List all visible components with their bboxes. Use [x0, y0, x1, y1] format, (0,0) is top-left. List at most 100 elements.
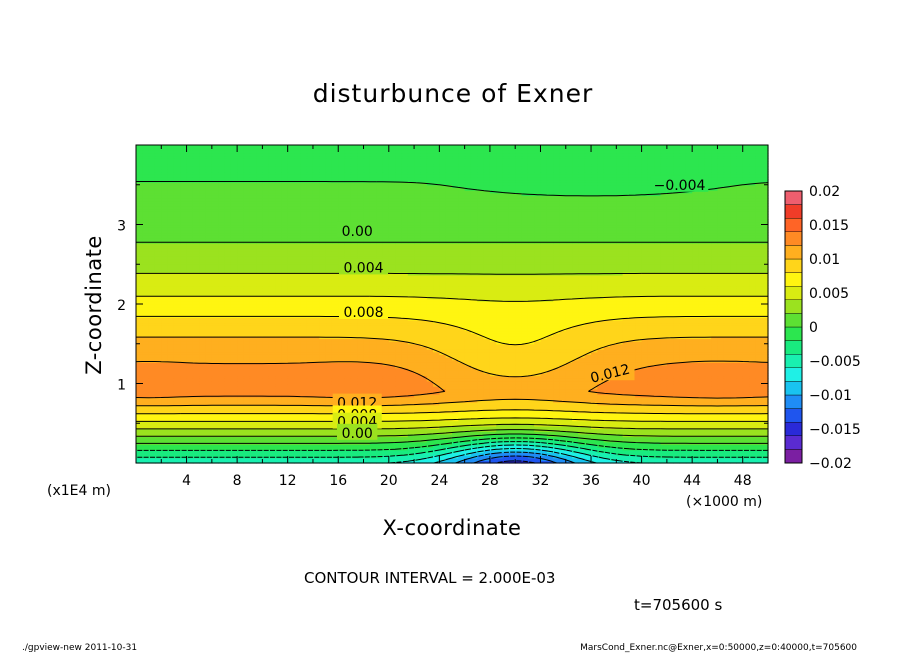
- field-cell: [641, 404, 649, 408]
- field-cell: [723, 338, 731, 342]
- field-cell: [433, 439, 440, 443]
- field-cell: [363, 330, 371, 334]
- field-cell: [736, 343, 744, 347]
- field-cell: [515, 362, 523, 366]
- field-cell: [180, 372, 188, 377]
- field-cell: [559, 362, 567, 366]
- field-cell: [673, 415, 681, 419]
- field-cell: [142, 460, 150, 464]
- field-cell: [237, 420, 245, 424]
- field-cell: [685, 338, 693, 342]
- field-cell: [730, 351, 737, 355]
- field-cell: [395, 439, 403, 443]
- field-cell: [679, 436, 687, 440]
- field-cell: [464, 415, 472, 419]
- field-cell: [521, 457, 529, 461]
- field-cell: [622, 439, 630, 443]
- field-cell: [312, 338, 320, 342]
- field-cell: [483, 415, 491, 419]
- field-cell: [312, 388, 320, 393]
- field-cell: [401, 417, 409, 422]
- field-cell: [224, 338, 232, 342]
- field-cell: [167, 375, 175, 379]
- field-cell: [553, 346, 561, 350]
- field-cell: [211, 439, 219, 443]
- field-cell: [692, 386, 700, 390]
- field-cell: [559, 341, 567, 345]
- field-cell: [382, 447, 390, 451]
- field-cell: [660, 378, 668, 382]
- field-cell: [268, 460, 276, 464]
- field-cell: [350, 380, 358, 385]
- field-cell: [173, 399, 181, 403]
- field-cell: [641, 425, 649, 430]
- field-cell: [610, 402, 617, 406]
- field-cell: [306, 333, 314, 337]
- field-cell: [211, 364, 219, 369]
- field-cell: [502, 372, 510, 377]
- field-cell: [325, 330, 333, 334]
- field-cell: [167, 452, 175, 456]
- field-cell: [597, 330, 605, 334]
- field-cell: [275, 417, 282, 422]
- field-cell: [521, 349, 529, 353]
- field-cell: [736, 388, 744, 393]
- field-cell: [698, 380, 706, 385]
- field-cell: [603, 394, 611, 398]
- field-cell: [275, 349, 282, 353]
- field-cell: [578, 449, 586, 453]
- field-cell: [401, 330, 409, 334]
- field-cell: [628, 346, 636, 350]
- field-cell: [319, 346, 327, 350]
- field-cell: [300, 341, 308, 345]
- field-cell: [489, 330, 497, 334]
- field-cell: [256, 433, 263, 438]
- field-cell: [224, 433, 232, 438]
- field-cell: [717, 388, 725, 393]
- field-cell: [483, 330, 491, 334]
- field-cell: [344, 338, 352, 342]
- field-cell: [685, 404, 693, 408]
- field-cell: [382, 444, 390, 448]
- field-cell: [426, 367, 434, 371]
- field-cell: [420, 433, 428, 438]
- field-cell: [205, 391, 213, 395]
- field-cell: [294, 378, 301, 382]
- field-cell: [610, 396, 617, 400]
- field-cell: [565, 341, 573, 345]
- field-cell: [300, 388, 308, 393]
- field-cell: [736, 370, 744, 374]
- field-cell: [180, 436, 188, 440]
- field-cell: [666, 391, 674, 395]
- field-cell: [401, 402, 409, 406]
- field-cell: [616, 431, 624, 435]
- field-cell: [502, 439, 510, 443]
- field-cell: [660, 447, 668, 451]
- field-cell: [527, 444, 535, 448]
- field-cell: [312, 431, 320, 435]
- field-cell: [692, 460, 700, 464]
- field-cell: [256, 457, 263, 461]
- field-cell: [154, 399, 162, 403]
- field-cell: [414, 394, 421, 398]
- field-cell: [401, 455, 409, 459]
- field-cell: [414, 447, 421, 451]
- field-cell: [331, 388, 339, 393]
- field-cell: [136, 407, 143, 411]
- field-cell: [344, 359, 352, 363]
- field-cell: [508, 402, 516, 406]
- field-cell: [306, 417, 314, 422]
- field-cell: [723, 391, 731, 395]
- field-cell: [230, 402, 238, 406]
- field-cell: [666, 359, 674, 363]
- field-cell: [458, 420, 466, 424]
- field-cell: [546, 354, 554, 358]
- field-cell: [439, 423, 447, 427]
- field-cell: [294, 396, 301, 400]
- field-cell: [414, 433, 421, 438]
- field-cell: [755, 425, 763, 430]
- field-cell: [704, 402, 712, 406]
- field-cell: [515, 460, 523, 464]
- field-cell: [698, 378, 706, 382]
- field-cell: [230, 343, 238, 347]
